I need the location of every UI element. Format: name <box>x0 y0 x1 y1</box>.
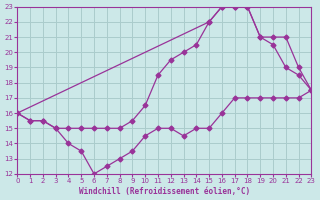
X-axis label: Windchill (Refroidissement éolien,°C): Windchill (Refroidissement éolien,°C) <box>79 187 250 196</box>
